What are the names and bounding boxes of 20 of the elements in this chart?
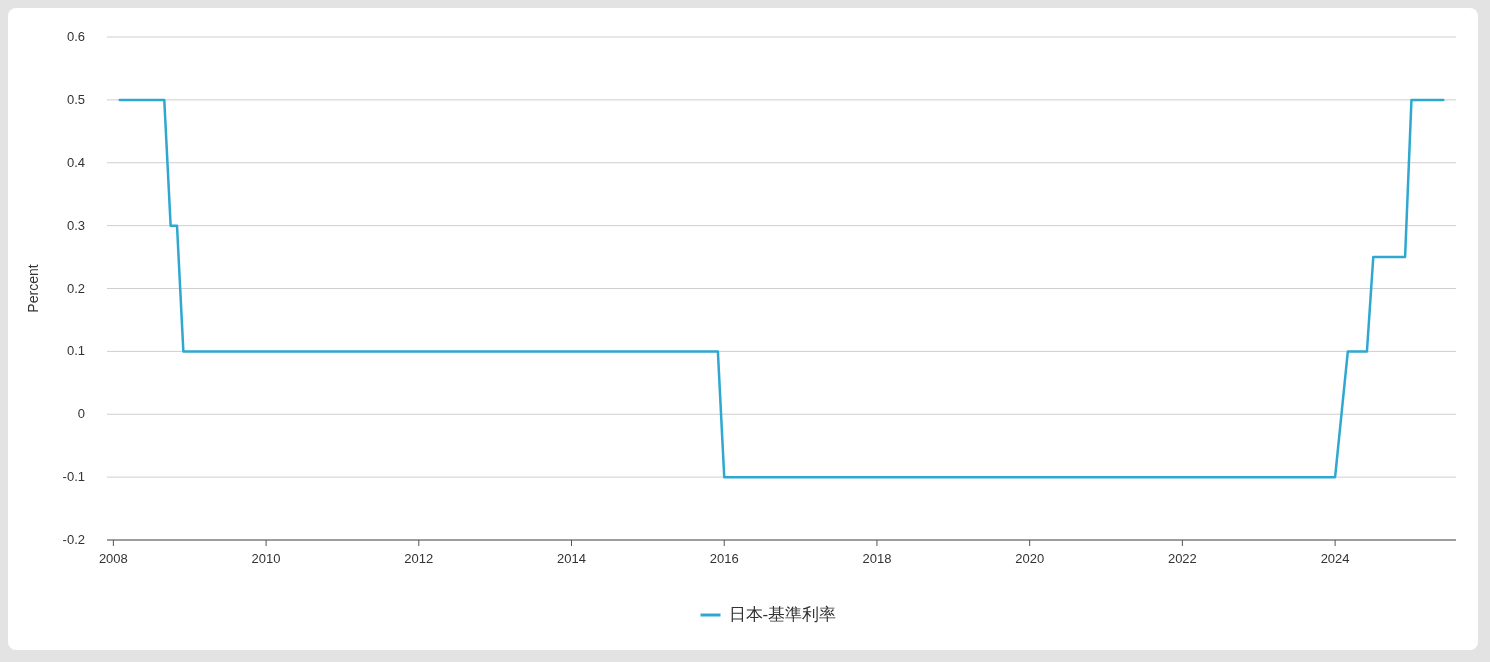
y-tick-label: 0.2 bbox=[66, 280, 85, 296]
x-tick-label: 2008 bbox=[98, 551, 128, 566]
legend-label: 日本-基準利率 bbox=[728, 605, 837, 624]
x-tick-label: 2022 bbox=[1167, 551, 1197, 566]
y-tick-label: 0.6 bbox=[66, 29, 85, 44]
x-tick-label: 2020 bbox=[1015, 551, 1045, 566]
y-tick-label: 0.1 bbox=[66, 343, 85, 359]
x-tick-label: 2024 bbox=[1320, 551, 1350, 566]
x-tick-label: 2010 bbox=[251, 551, 281, 566]
y-tick-label: 0.4 bbox=[66, 154, 85, 170]
y-tick-label: 0.3 bbox=[66, 217, 85, 233]
x-tick-label: 2012 bbox=[404, 551, 434, 566]
y-tick-label: 0.5 bbox=[66, 91, 85, 107]
y-tick-label: -0.2 bbox=[62, 532, 85, 547]
x-tick-label: 2018 bbox=[862, 551, 892, 566]
y-axis-title: Percent bbox=[25, 264, 41, 313]
y-tick-label: -0.1 bbox=[62, 469, 85, 485]
x-tick-label: 2016 bbox=[709, 551, 739, 566]
x-tick-label: 2014 bbox=[557, 551, 586, 566]
y-tick-label: 0 bbox=[77, 406, 85, 422]
